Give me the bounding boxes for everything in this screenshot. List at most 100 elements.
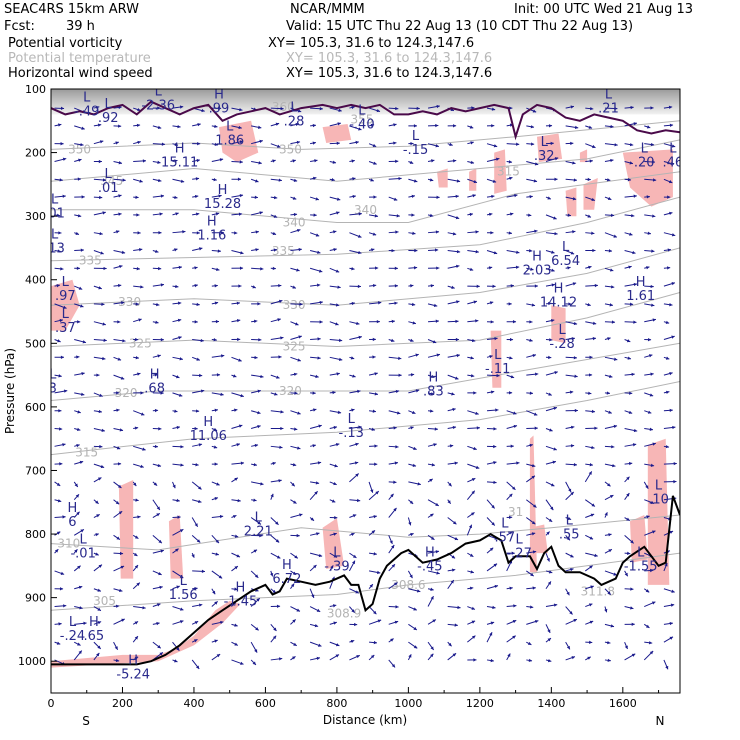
extremum-type: L [83, 91, 91, 106]
wind-vector-head [280, 410, 284, 414]
wind-vector-head [256, 598, 260, 602]
wind-vector [172, 230, 186, 234]
wind-vector [368, 232, 377, 236]
wind-vector-head [317, 356, 321, 360]
wind-vector [644, 231, 652, 235]
wind-vector-head [589, 536, 594, 540]
wind-vector [526, 586, 536, 590]
wind-vector [231, 623, 238, 627]
wind-vector [624, 122, 638, 127]
wind-vector [93, 195, 103, 200]
wind-vector [93, 105, 100, 110]
wind-vector [565, 374, 578, 378]
wind-vector [211, 514, 224, 519]
wind-vector-head [234, 477, 238, 481]
wind-vector-head [83, 621, 87, 626]
wind-vector-head [550, 506, 554, 511]
wind-vector-head [272, 231, 277, 236]
wind-vector-head [645, 485, 649, 489]
wind-vector [172, 159, 178, 163]
wind-vector-head [96, 652, 100, 657]
wind-vector [369, 355, 376, 359]
wind-vector [329, 390, 336, 395]
extremum-value: .65 [84, 629, 105, 644]
wind-vector [486, 499, 496, 509]
wind-vector-head [259, 139, 263, 144]
wind-vector [526, 178, 538, 183]
wind-vector [624, 372, 635, 377]
wind-vector [329, 196, 341, 201]
wind-vector-head [198, 499, 202, 504]
wind-vector [270, 214, 278, 218]
wind-vector [152, 585, 163, 590]
theta-contour-345 [51, 139, 680, 182]
wind-vector-head [122, 339, 126, 343]
wind-vector [152, 570, 162, 576]
wind-vector [428, 427, 438, 431]
wind-vector-head [431, 374, 435, 379]
wind-vector [368, 123, 375, 128]
wind-vector-head [391, 248, 395, 253]
wind-vector [113, 604, 120, 608]
wind-vector [388, 659, 396, 668]
wind-vector-head [514, 193, 518, 198]
wind-vector-head [651, 303, 655, 307]
extremum-label-3: H.99 [209, 89, 230, 117]
wind-vector-head [97, 477, 102, 481]
extremum-type: L [62, 307, 70, 322]
wind-vector [113, 641, 119, 650]
wind-vector [486, 547, 494, 554]
wind-vector-head [495, 157, 500, 161]
wind-vector-head [631, 622, 635, 626]
wind-vector-head [471, 106, 475, 110]
wind-vector-head [452, 159, 457, 163]
wind-vector [663, 232, 676, 237]
wind-vector-head [62, 515, 66, 519]
wind-vector [604, 512, 608, 518]
wind-vector [250, 570, 259, 579]
wind-vector-head [76, 427, 81, 432]
wind-vector-head [548, 518, 553, 522]
wind-vector-head [193, 639, 198, 643]
wind-vector-head [531, 532, 536, 536]
wind-vector-head [255, 230, 259, 234]
wind-vector-head [62, 443, 66, 447]
wind-vector [113, 141, 119, 145]
forecast-hours: 39 h [66, 19, 95, 34]
wind-vector [192, 177, 200, 181]
wind-vector [506, 265, 520, 270]
pv-region-0 [219, 120, 259, 163]
wind-vector-head [453, 124, 457, 128]
wind-vector [506, 337, 514, 342]
wind-vector [309, 232, 320, 237]
wind-vector-head [626, 517, 630, 521]
wind-vector [624, 410, 633, 414]
wind-vector [54, 622, 62, 626]
wind-vector-head [158, 427, 162, 431]
wind-vector-head [59, 587, 64, 591]
wind-vector-head [436, 571, 440, 575]
wind-vector [526, 550, 537, 554]
wind-vector [54, 303, 67, 309]
wind-vector-head [80, 529, 84, 533]
wind-vector-head [649, 427, 653, 431]
wind-vector [467, 212, 474, 217]
wind-vector-head [118, 194, 122, 198]
wind-vector [113, 374, 125, 380]
wind-vector-head [529, 605, 534, 609]
wind-vector-head [275, 539, 280, 543]
wind-vector [526, 475, 536, 483]
wind-vector-head [490, 621, 495, 625]
wind-vector-head [214, 639, 218, 643]
wind-vector [172, 548, 179, 554]
wind-vector-head [134, 621, 139, 625]
wind-vector [74, 427, 81, 432]
wind-vector [467, 426, 480, 430]
wind-vector-head [134, 426, 139, 430]
wind-vector-head [436, 195, 440, 199]
wind-vector-head [372, 409, 376, 413]
wind-vector [447, 568, 456, 572]
theta-label-extra-9: 308.6 [391, 578, 425, 592]
wind-vector [585, 283, 598, 288]
wind-vector [644, 372, 654, 376]
